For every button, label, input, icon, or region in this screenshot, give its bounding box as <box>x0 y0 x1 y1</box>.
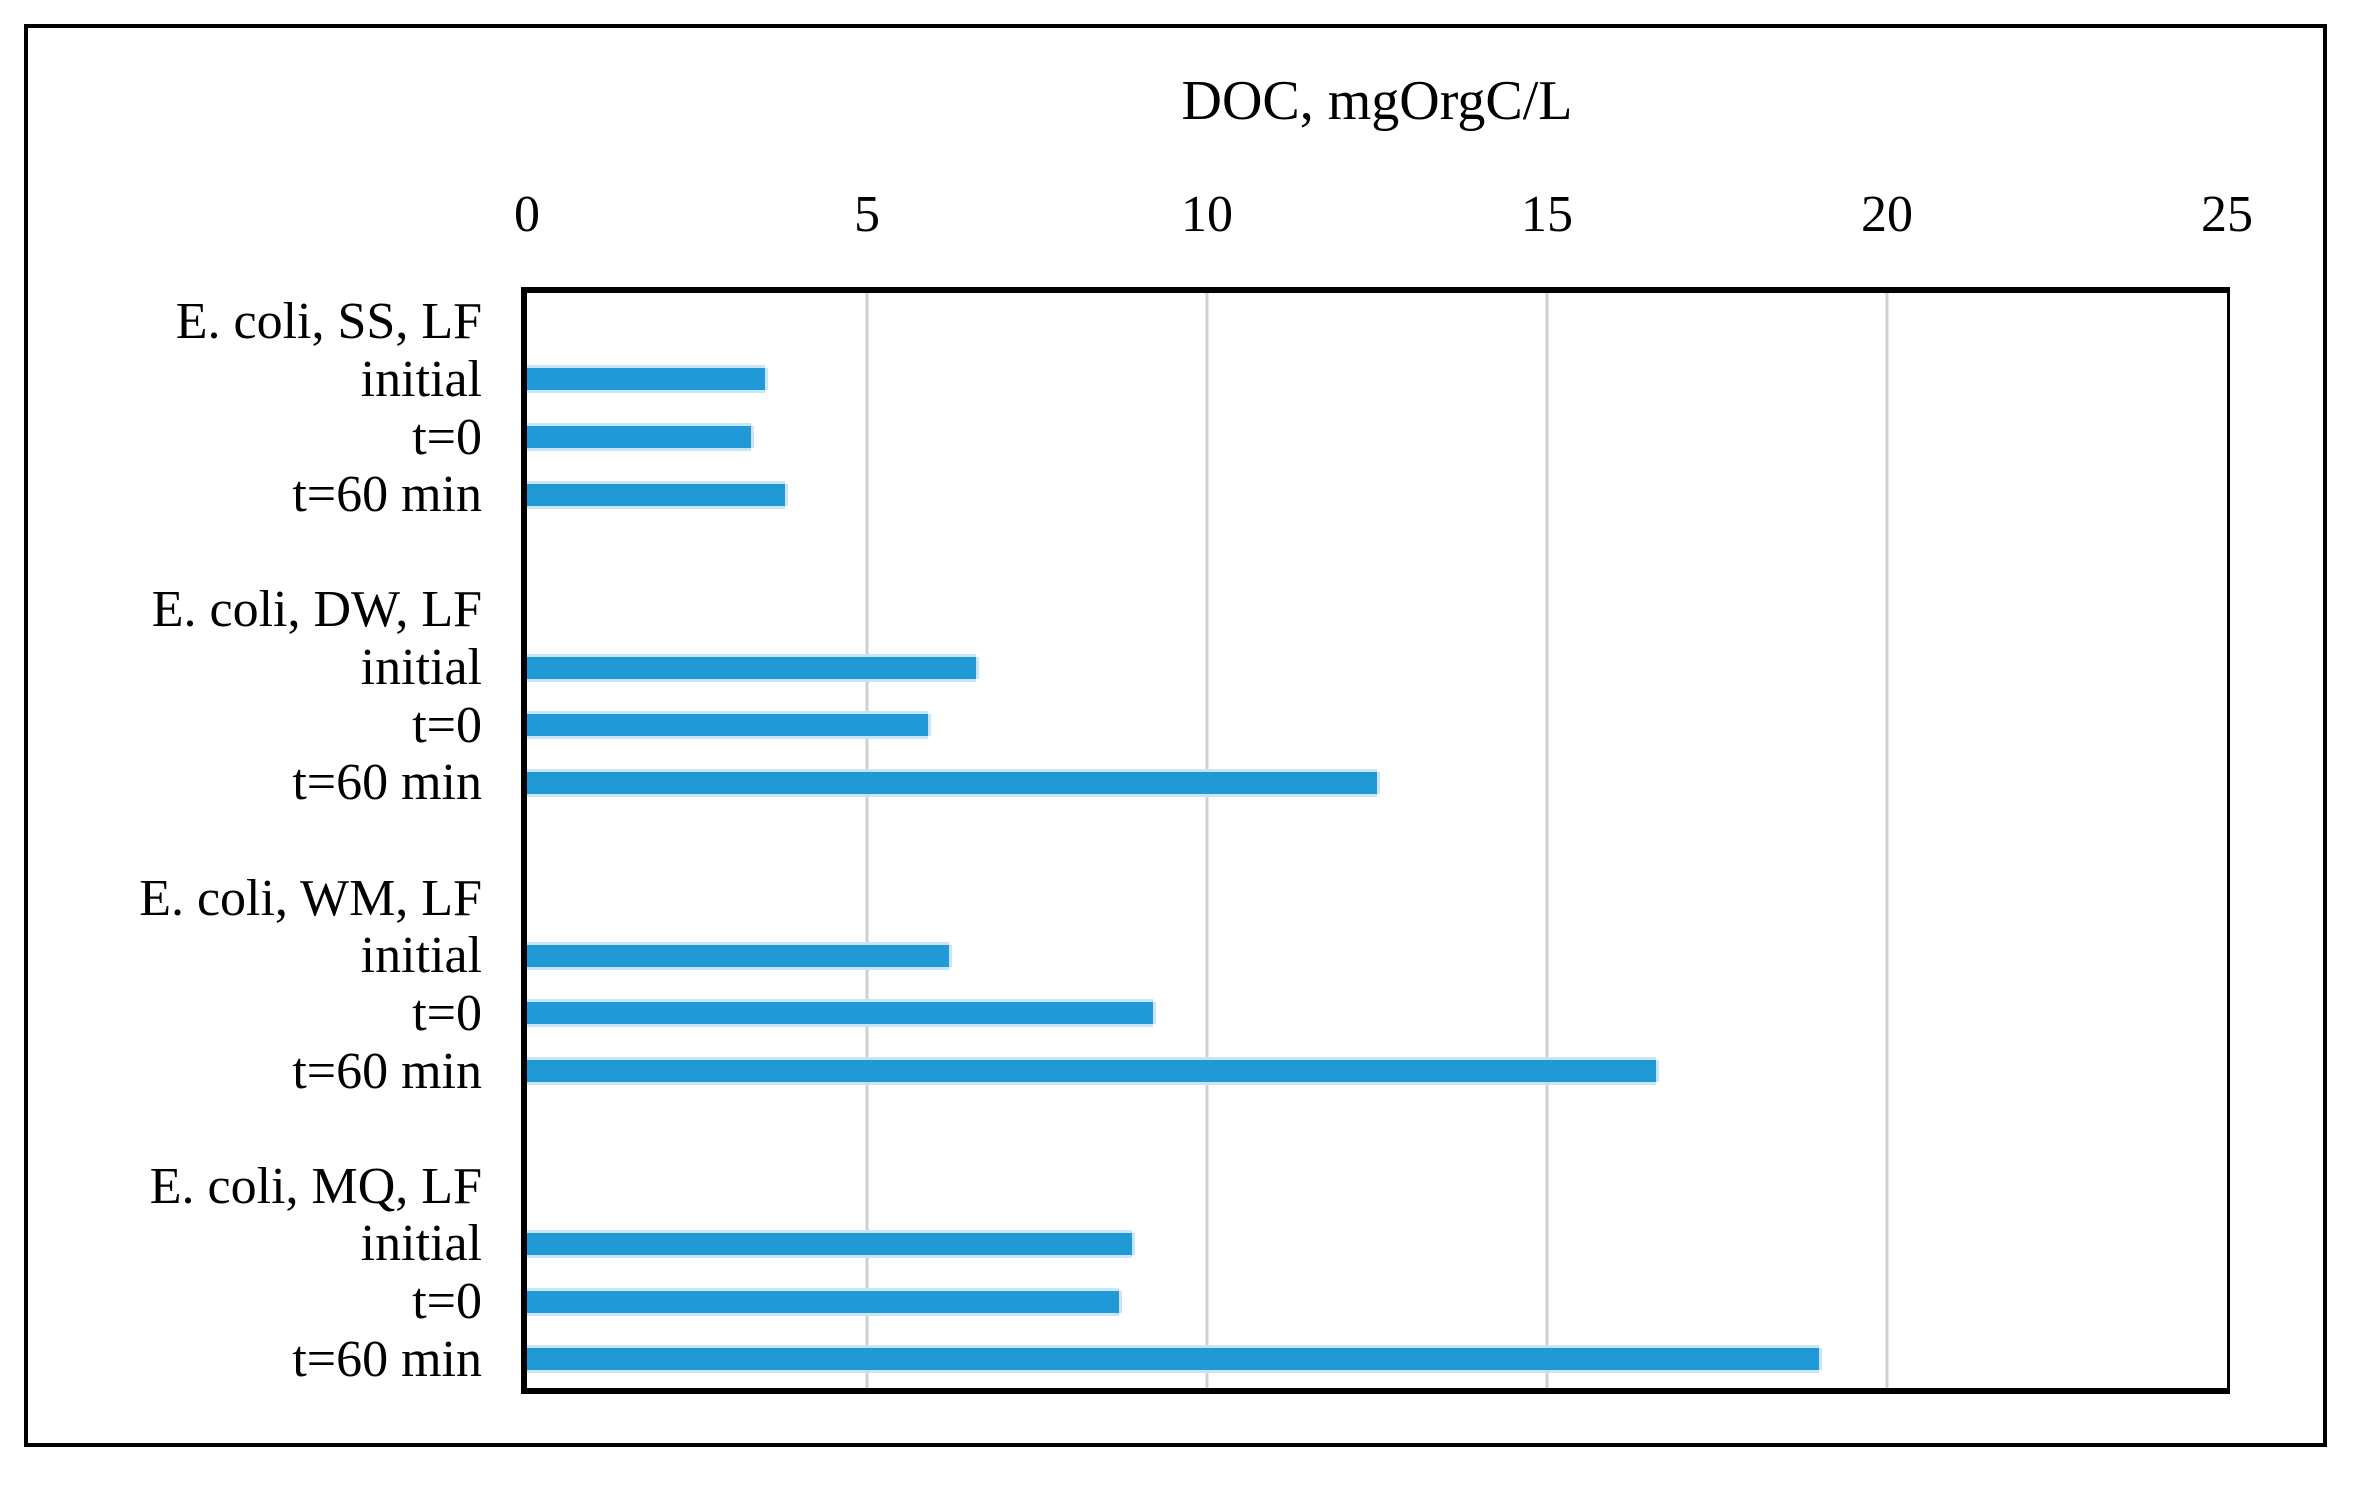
bar <box>527 1232 1133 1255</box>
bar-row <box>527 985 2227 1043</box>
figure-border-frame <box>24 24 2327 1447</box>
bar <box>527 944 949 967</box>
category-label: initial <box>360 639 482 697</box>
bar-row <box>527 1042 2227 1100</box>
category-label: t=60 min <box>292 1330 482 1388</box>
category-axis-labels: E. coli, SS, LF initial t=0 t=60 min E. coli… <box>34 293 482 1388</box>
bar-row <box>527 754 2227 812</box>
bar <box>527 1290 1119 1313</box>
category-label: t=60 min <box>292 1042 482 1100</box>
x-tick-label: 0 <box>514 186 540 243</box>
bar <box>527 656 976 679</box>
x-tick-label: 15 <box>1521 186 1573 243</box>
bar <box>527 1002 1153 1025</box>
bar <box>527 368 765 391</box>
bar-row <box>527 639 2227 697</box>
bar <box>527 1348 1819 1371</box>
vertical-gridline <box>1885 293 1889 1388</box>
x-tick-label: 20 <box>1861 186 1913 243</box>
chart-title: DOC, mgOrgC/L <box>1181 70 1573 132</box>
bar-row <box>527 696 2227 754</box>
bar <box>527 483 786 506</box>
bar <box>527 426 752 449</box>
category-label: t=0 <box>412 984 482 1042</box>
category-label: t=60 min <box>292 466 482 524</box>
group-label: E. coli, DW, LF <box>151 581 482 639</box>
group-label: E. coli, MQ, LF <box>149 1157 482 1215</box>
category-label: t=60 min <box>292 754 482 812</box>
x-tick-label: 10 <box>1181 186 1233 243</box>
category-label: initial <box>360 350 482 408</box>
category-label: initial <box>360 1215 482 1273</box>
bar-row <box>527 927 2227 985</box>
bar-row <box>527 1273 2227 1331</box>
x-axis-tick-labels: 0 5 10 15 20 25 <box>514 180 2253 250</box>
bar <box>527 1060 1656 1083</box>
category-label: initial <box>360 927 482 985</box>
bar-row <box>527 1330 2227 1388</box>
category-label: t=0 <box>412 408 482 466</box>
bar-row <box>527 1215 2227 1273</box>
group-label: E. coli, WM, LF <box>139 869 482 927</box>
vertical-gridline <box>865 293 869 1388</box>
plot-area <box>521 287 2230 1394</box>
group-label: E. coli, SS, LF <box>175 293 482 351</box>
bar-row <box>527 408 2227 466</box>
category-label: t=0 <box>412 1273 482 1331</box>
bar <box>527 714 929 737</box>
vertical-gridline <box>1205 293 1209 1388</box>
vertical-gridline <box>1545 293 1549 1388</box>
category-label: t=0 <box>412 696 482 754</box>
bar-row <box>527 466 2227 524</box>
x-tick-label: 25 <box>2201 186 2253 243</box>
bar-row <box>527 351 2227 409</box>
bar <box>527 771 1377 794</box>
x-tick-label: 5 <box>854 186 880 243</box>
